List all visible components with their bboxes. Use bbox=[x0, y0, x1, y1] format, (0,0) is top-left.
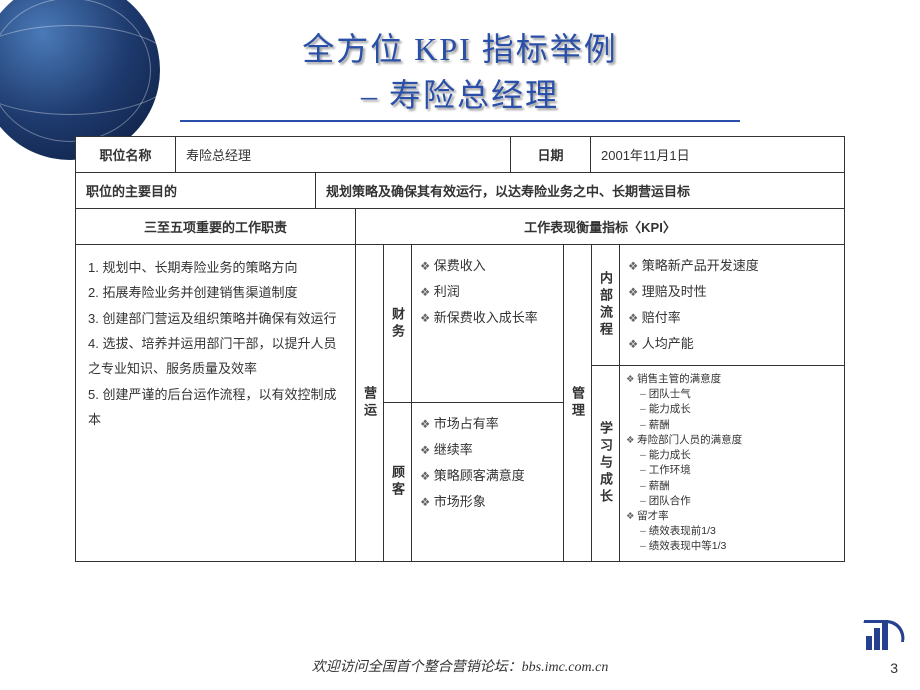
kpi-item: 保费收入 bbox=[420, 253, 555, 279]
kpi-column: 营运 财务 保费收入 利润 新保费收入成长率 顾客 市场占有率 继续率 策略顾客 bbox=[356, 245, 844, 561]
kpi-item: 策略顾客满意度 bbox=[420, 463, 555, 489]
kpi-finance-label: 财务 bbox=[384, 245, 412, 402]
kpi-sub-item: 团队士气 bbox=[626, 387, 838, 402]
position-value: 寿险总经理 bbox=[176, 137, 511, 172]
footer-text: 欢迎访问全国首个整合营销论坛：bbs.imc.com.cn bbox=[0, 656, 920, 676]
kpi-sub-item: 团队合作 bbox=[626, 494, 838, 509]
kpi-finance-list: 保费收入 利润 新保费收入成长率 bbox=[412, 245, 563, 402]
kpi-item: 留才率 bbox=[626, 509, 838, 524]
kpi-item: 市场占有率 bbox=[420, 411, 555, 437]
kpi-sub-item: 能力成长 bbox=[626, 402, 838, 417]
responsibility-item: 2. 拓展寿险业务并创建销售渠道制度 bbox=[88, 280, 345, 305]
slide-title: 全方位 KPI 指标举例 – 寿险总经理 bbox=[0, 0, 920, 122]
header-row-1: 职位名称 寿险总经理 日期 2001年11月1日 bbox=[76, 137, 844, 173]
kpi-item: 新保费收入成长率 bbox=[420, 305, 555, 331]
kpi-item: 理赔及时性 bbox=[628, 279, 836, 305]
kpi-customer-list: 市场占有率 继续率 策略顾客满意度 市场形象 bbox=[412, 403, 563, 560]
purpose-label: 职位的主要目的 bbox=[76, 173, 316, 208]
date-value: 2001年11月1日 bbox=[591, 137, 844, 172]
kpi-internal-list: 策略新产品开发速度 理赔及时性 赔付率 人均产能 bbox=[620, 245, 844, 365]
date-label: 日期 bbox=[511, 137, 591, 172]
company-logo bbox=[862, 616, 906, 650]
kpi-item: 销售主管的满意度 bbox=[626, 372, 838, 387]
kpi-item: 寿险部门人员的满意度 bbox=[626, 433, 838, 448]
responsibility-item: 1. 规划中、长期寿险业务的策略方向 bbox=[88, 255, 345, 280]
kpi-item: 人均产能 bbox=[628, 331, 836, 357]
purpose-value: 规划策略及确保其有效运行，以达寿险业务之中、长期营运目标 bbox=[316, 173, 844, 208]
responsibility-item: 4. 选拔、培养并运用部门干部，以提升人员之专业知识、服务质量及效率 bbox=[88, 331, 345, 382]
kpi-item: 利润 bbox=[420, 279, 555, 305]
kpi-sub-item: 能力成长 bbox=[626, 448, 838, 463]
kpi-learn-label: 学习与成长 bbox=[592, 366, 620, 561]
responsibility-item: 5. 创建严谨的后台运作流程，以有效控制成本 bbox=[88, 382, 345, 433]
responsibility-item: 3. 创建部门营运及组织策略并确保有效运行 bbox=[88, 306, 345, 331]
kpi-customer-label: 顾客 bbox=[384, 403, 412, 560]
title-line-2: – 寿险总经理 bbox=[361, 70, 559, 116]
kpi-sub-item: 工作环境 bbox=[626, 463, 838, 478]
position-label: 职位名称 bbox=[76, 137, 176, 172]
body-row: 1. 规划中、长期寿险业务的策略方向 2. 拓展寿险业务并创建销售渠道制度 3.… bbox=[76, 245, 844, 561]
kpi-table: 职位名称 寿险总经理 日期 2001年11月1日 职位的主要目的 规划策略及确保… bbox=[75, 136, 845, 562]
page-number: 3 bbox=[890, 660, 898, 676]
purpose-row: 职位的主要目的 规划策略及确保其有效运行，以达寿险业务之中、长期营运目标 bbox=[76, 173, 844, 209]
kpi-header: 工作表现衡量指标〈KPI〉 bbox=[356, 209, 844, 244]
kpi-learn-row: 学习与成长 销售主管的满意度团队士气能力成长薪酬寿险部门人员的满意度能力成长工作… bbox=[592, 366, 844, 561]
columns-header-row: 三至五项重要的工作职责 工作表现衡量指标〈KPI〉 bbox=[76, 209, 844, 245]
kpi-mid-2: 内部流程 策略新产品开发速度 理赔及时性 赔付率 人均产能 学习与成长 销售主管… bbox=[592, 245, 844, 561]
kpi-finance-row: 财务 保费收入 利润 新保费收入成长率 bbox=[384, 245, 563, 403]
kpi-item: 市场形象 bbox=[420, 489, 555, 515]
responsibilities-column: 1. 规划中、长期寿险业务的策略方向 2. 拓展寿险业务并创建销售渠道制度 3.… bbox=[76, 245, 356, 561]
kpi-learn-list: 销售主管的满意度团队士气能力成长薪酬寿险部门人员的满意度能力成长工作环境薪酬团队… bbox=[620, 366, 844, 561]
kpi-internal-row: 内部流程 策略新产品开发速度 理赔及时性 赔付率 人均产能 bbox=[592, 245, 844, 366]
kpi-group-management: 管理 bbox=[564, 245, 592, 561]
kpi-customer-row: 顾客 市场占有率 继续率 策略顾客满意度 市场形象 bbox=[384, 403, 563, 560]
kpi-sub-item: 薪酬 bbox=[626, 479, 838, 494]
kpi-item: 策略新产品开发速度 bbox=[628, 253, 836, 279]
responsibilities-header: 三至五项重要的工作职责 bbox=[76, 209, 356, 244]
kpi-item: 赔付率 bbox=[628, 305, 836, 331]
kpi-sub-item: 绩效表现中等1/3 bbox=[626, 539, 838, 554]
kpi-item: 继续率 bbox=[420, 437, 555, 463]
kpi-sub-item: 绩效表现前1/3 bbox=[626, 524, 838, 539]
kpi-sub-item: 薪酬 bbox=[626, 418, 838, 433]
title-underline bbox=[180, 120, 740, 122]
kpi-internal-label: 内部流程 bbox=[592, 245, 620, 365]
kpi-group-operations: 营运 bbox=[356, 245, 384, 561]
title-line-1: 全方位 KPI 指标举例 bbox=[302, 24, 618, 70]
kpi-mid-1: 财务 保费收入 利润 新保费收入成长率 顾客 市场占有率 继续率 策略顾客满意度… bbox=[384, 245, 564, 561]
